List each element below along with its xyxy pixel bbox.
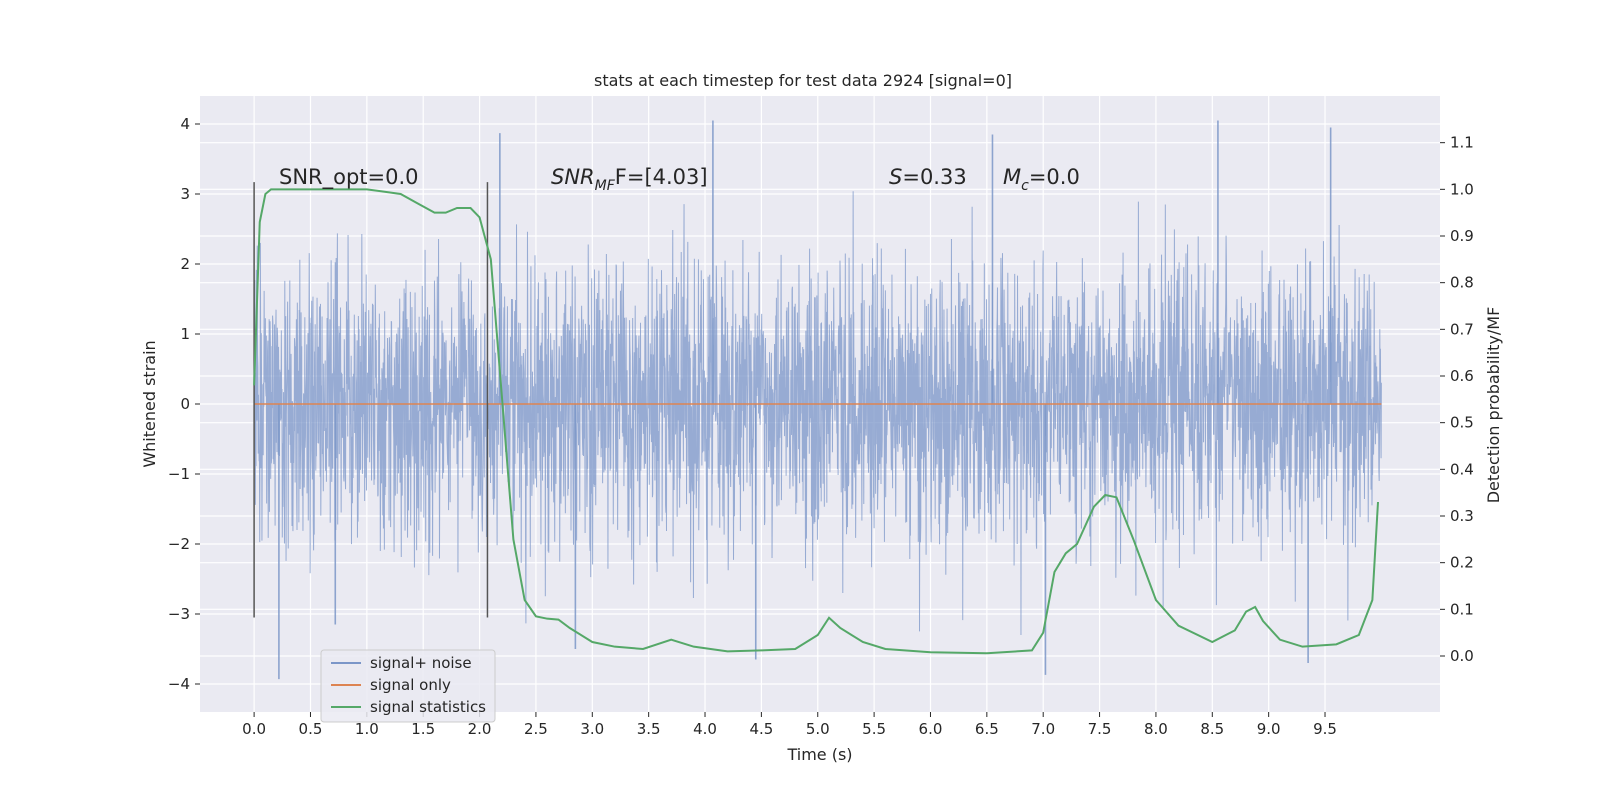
y-tick-label: −1 [168,465,190,483]
y-tick-label: −3 [168,605,190,623]
x-axis: 0.0 0.5 1.0 1.5 2.0 2.5 3.0 3.5 4.0 4.5 5.0 5.5 6.0 6… [242,712,1337,738]
x-tick-label: 7.5 [1088,720,1112,738]
y-tick-label: 2 [180,255,190,273]
noise-trace [253,191,1382,636]
x-tick-label: 7.0 [1031,720,1055,738]
y2-tick-label: 0.3 [1450,507,1474,525]
x-tick-label: 2.0 [468,720,492,738]
x-tick-label: 3.5 [637,720,661,738]
y2-tick-label: 1.0 [1450,180,1474,198]
y2-tick-label: 0.0 [1450,647,1474,665]
y-tick-label: 0 [180,395,190,413]
y2-tick-label: 0.7 [1450,320,1474,338]
x-tick-label: 8.0 [1144,720,1168,738]
x-tick-label: 4.0 [693,720,717,738]
y2-tick-label: 0.2 [1450,554,1474,572]
y2-tick-label: 0.8 [1450,274,1474,292]
x-tick-label: 3.0 [580,720,604,738]
chart-title: stats at each timestep for test data 292… [594,71,1012,90]
y-tick-label: 4 [180,115,190,133]
x-tick-label: 9.5 [1313,720,1337,738]
legend-label-signal-plus-noise: signal+ noise [370,654,472,672]
annotation-snr-opt: SNR_opt=0.0 [279,165,419,190]
x-tick-label: 0.0 [242,720,266,738]
x-tick-label: 2.5 [524,720,548,738]
x-tick-label: 9.0 [1257,720,1281,738]
y2-tick-label: 0.6 [1450,367,1474,385]
y2-tick-label: 0.1 [1450,600,1474,618]
x-axis-label: Time (s) [786,745,852,764]
series-signal-statistics [253,188,1379,655]
annotation-mc: Mc=0.0 [1003,165,1080,194]
y2-tick-label: 1.1 [1450,134,1474,152]
y2-axis-label: Detection probability/MF [1484,307,1503,504]
y-tick-label: −4 [168,675,190,693]
y2-tick-label: 0.5 [1450,414,1474,432]
y2-tick-label: 0.4 [1450,460,1474,478]
y-axis-left: 4 3 2 1 0 −1 −2 −3 −4 [168,115,200,693]
y2-tick-label: 0.9 [1450,227,1474,245]
y-tick-label: 1 [180,325,190,343]
x-tick-label: 6.0 [919,720,943,738]
x-tick-label: 8.5 [1200,720,1224,738]
x-tick-label: 1.5 [411,720,435,738]
y-axis-label: Whitened strain [140,340,159,467]
y-axis-right: 1.1 1.0 0.9 0.8 0.7 0.6 0.5 0.4 0.3 0.2 0.1 0.0 [1440,134,1474,665]
x-tick-label: 0.5 [299,720,323,738]
legend-label-signal-statistics: signal statistics [370,698,486,716]
annotation-s: S=0.33 [889,165,967,189]
x-tick-label: 4.5 [749,720,773,738]
y-tick-label: 3 [180,185,190,203]
x-tick-label: 1.0 [355,720,379,738]
legend: signal+ noise signal only signal statist… [320,649,496,723]
x-tick-label: 6.5 [975,720,999,738]
legend-box [320,649,496,723]
annotation-snr-mf: SNRMFF=[4.03] [551,165,708,194]
x-tick-label: 5.0 [806,720,830,738]
legend-label-signal-only: signal only [370,676,451,694]
y-tick-label: −2 [168,535,190,553]
plot-series [253,120,1382,680]
vertical-markers [253,182,489,618]
x-tick-label: 5.5 [862,720,886,738]
